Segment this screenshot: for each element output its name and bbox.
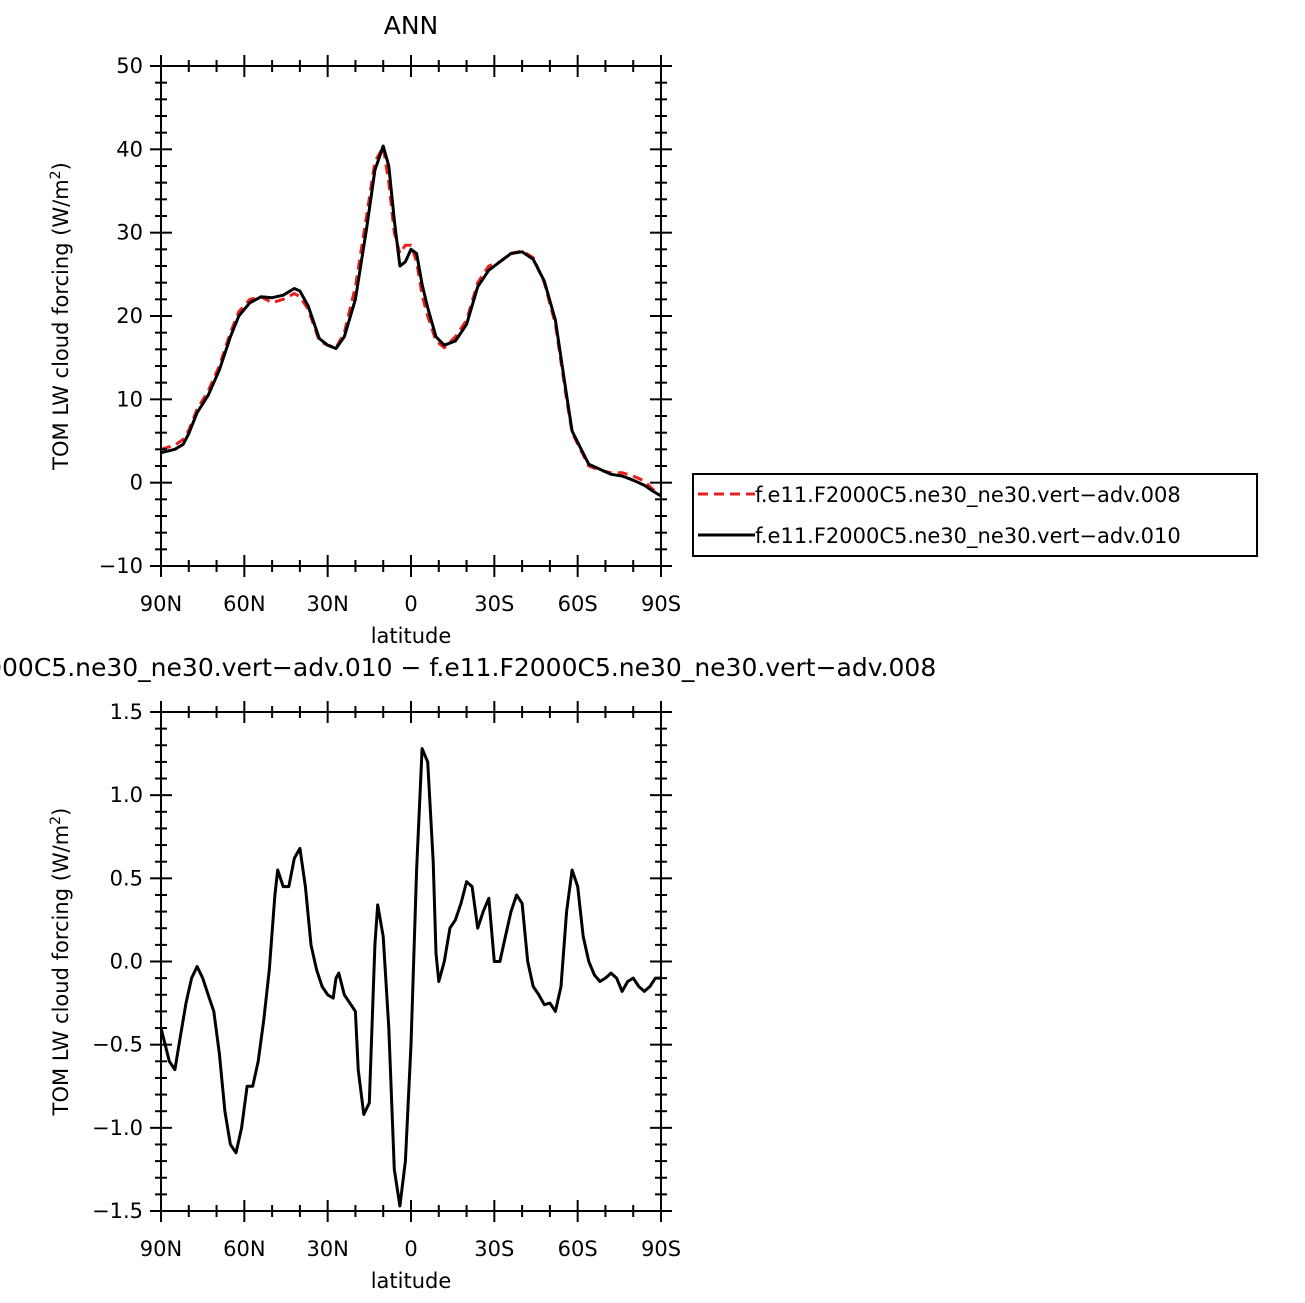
y-tick-label: 1.0 xyxy=(110,783,143,807)
y-tick-label: 0 xyxy=(130,471,143,495)
y-tick-label: 40 xyxy=(116,137,143,161)
x-axis-label: latitude xyxy=(371,624,452,648)
x-tick-label: 60S xyxy=(558,592,598,616)
x-tick-label: 30N xyxy=(306,592,348,616)
y-tick-label: 10 xyxy=(116,387,143,411)
y-tick-label: 30 xyxy=(116,221,143,245)
y-tick-label: −1.5 xyxy=(92,1199,143,1223)
x-tick-label: 90N xyxy=(140,1237,182,1261)
bottom-chart-panel: f.e11.F2000C5.ne30_ne30.vert−adv.010 − f… xyxy=(0,653,936,1293)
x-tick-label: 30N xyxy=(306,1237,348,1261)
series-line-2 xyxy=(160,144,662,498)
series-line-1 xyxy=(160,145,662,496)
y-tick-label: −1.0 xyxy=(92,1116,143,1140)
y-tick-label: 0.5 xyxy=(110,866,143,890)
y-axis-label: TOM LW cloud forcing (W/m2) xyxy=(48,162,73,471)
x-tick-label: 0 xyxy=(404,592,417,616)
y-tick-label: 1.5 xyxy=(110,700,143,724)
x-tick-label: 60N xyxy=(223,1237,265,1261)
x-tick-label: 30S xyxy=(474,1237,514,1261)
y-tick-label: 0.0 xyxy=(110,950,143,974)
x-tick-label: 90S xyxy=(641,1237,681,1261)
x-tick-label: 60N xyxy=(223,592,265,616)
legend-label-1: f.e11.F2000C5.ne30_ne30.vert−adv.008 xyxy=(755,483,1181,508)
x-tick-label: 90N xyxy=(140,592,182,616)
y-tick-label: 20 xyxy=(116,304,143,328)
top-chart-panel: ANN 90N 60N 30N 0 30S 60S 90S −10 0 10 20 30 40 50 lati… xyxy=(48,11,681,648)
chart-title: ANN xyxy=(384,11,439,40)
chart-legend: f.e11.F2000C5.ne30_ne30.vert−adv.008 f.e1… xyxy=(692,473,1258,557)
x-tick-label: 60S xyxy=(558,1237,598,1261)
plot-frame xyxy=(160,711,662,1212)
legend-label-2: f.e11.F2000C5.ne30_ne30.vert−adv.010 xyxy=(755,524,1181,549)
x-tick-label: 30S xyxy=(474,592,514,616)
series-line-1 xyxy=(159,747,661,1208)
y-axis-label: TOM LW cloud forcing (W/m2) xyxy=(48,808,73,1117)
y-tick-label: 50 xyxy=(116,54,143,78)
legend-box xyxy=(692,473,1258,557)
y-tick-label: −0.5 xyxy=(92,1033,143,1057)
x-axis-label: latitude xyxy=(371,1269,452,1293)
x-tick-label: 0 xyxy=(404,1237,417,1261)
chart-title: f.e11.F2000C5.ne30_ne30.vert−adv.010 − f… xyxy=(0,653,936,682)
plot-frame xyxy=(160,65,662,567)
x-tick-label: 90S xyxy=(641,592,681,616)
y-tick-label: −10 xyxy=(99,554,143,578)
